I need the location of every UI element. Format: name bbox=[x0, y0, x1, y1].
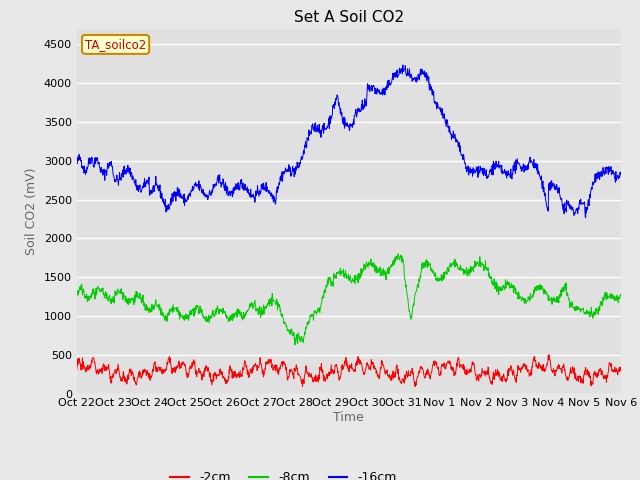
Title: Set A Soil CO2: Set A Soil CO2 bbox=[294, 10, 404, 25]
-8cm bbox=[434, 278, 442, 284]
-2cm bbox=[73, 367, 81, 372]
-16cm bbox=[399, 62, 407, 68]
-8cm bbox=[505, 279, 513, 285]
Text: TA_soilco2: TA_soilco2 bbox=[85, 38, 146, 51]
-16cm bbox=[180, 203, 188, 208]
-2cm bbox=[545, 352, 553, 358]
Line: -16cm: -16cm bbox=[77, 65, 621, 218]
-16cm bbox=[73, 160, 81, 166]
-2cm bbox=[617, 368, 625, 373]
-2cm bbox=[553, 367, 561, 373]
-8cm bbox=[73, 290, 81, 296]
-2cm bbox=[255, 364, 262, 370]
Legend: -2cm, -8cm, -16cm: -2cm, -8cm, -16cm bbox=[165, 467, 402, 480]
Line: -2cm: -2cm bbox=[77, 355, 621, 386]
-2cm bbox=[505, 372, 513, 378]
-16cm bbox=[434, 105, 442, 110]
Line: -8cm: -8cm bbox=[77, 254, 621, 345]
-2cm bbox=[180, 363, 188, 369]
-8cm bbox=[180, 313, 188, 319]
-16cm bbox=[617, 171, 625, 177]
-2cm bbox=[434, 365, 442, 371]
Y-axis label: Soil CO2 (mV): Soil CO2 (mV) bbox=[25, 168, 38, 255]
-16cm bbox=[553, 181, 561, 187]
-16cm bbox=[505, 172, 513, 178]
-2cm bbox=[299, 384, 307, 389]
-8cm bbox=[194, 302, 202, 308]
-2cm bbox=[194, 370, 202, 376]
-8cm bbox=[553, 300, 561, 305]
-16cm bbox=[255, 192, 262, 198]
-8cm bbox=[255, 306, 262, 312]
-8cm bbox=[291, 342, 299, 348]
-16cm bbox=[194, 182, 202, 188]
-16cm bbox=[582, 215, 589, 221]
-8cm bbox=[617, 292, 625, 298]
X-axis label: Time: Time bbox=[333, 411, 364, 424]
-8cm bbox=[394, 251, 402, 257]
